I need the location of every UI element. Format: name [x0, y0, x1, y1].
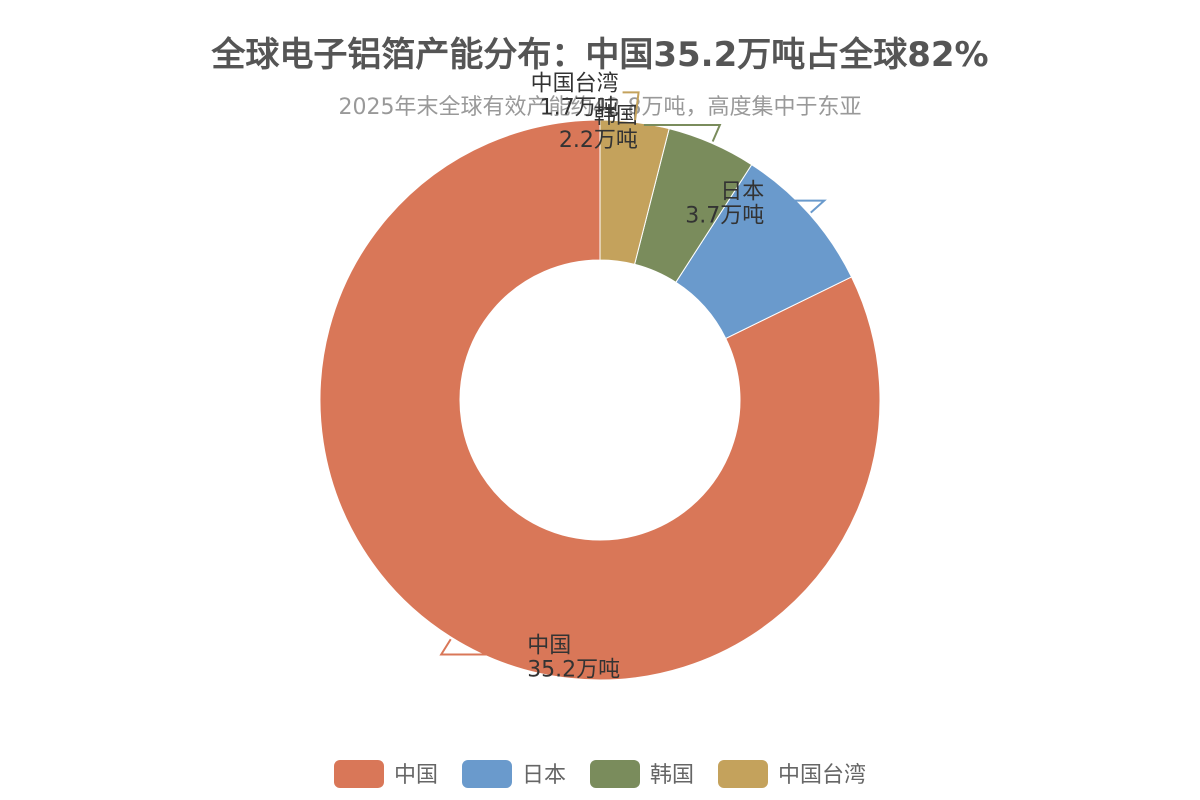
- legend-item-1[interactable]: 中国: [334, 760, 438, 788]
- legend-item-2[interactable]: 日本: [462, 760, 566, 788]
- legend-swatch-3: [590, 760, 640, 788]
- slice-label-name-1: 中国: [527, 634, 571, 659]
- legend-label-4: 中国台湾: [778, 763, 866, 788]
- legend-label-2: 日本: [522, 763, 566, 788]
- leader-line-1: [439, 638, 522, 656]
- legend-item-3[interactable]: 韩国: [590, 760, 694, 788]
- slice-label-value-4: 1.7万吨: [540, 95, 619, 120]
- legend-swatch-1: [334, 760, 384, 788]
- leader-line-4: [622, 91, 640, 121]
- leader-line-2: [770, 199, 827, 214]
- slice-1: [319, 119, 881, 681]
- legend-swatch-4: [718, 760, 768, 788]
- slice-label-name-3: 韩国: [594, 104, 638, 129]
- slice-label-name-4: 中国台湾: [531, 71, 619, 96]
- slice-label-value-2: 3.7万吨: [685, 204, 764, 229]
- slice-label-value-1: 35.2万吨: [527, 658, 620, 683]
- legend-label-1: 中国: [394, 763, 438, 788]
- leader-line-3: [643, 123, 722, 142]
- chart-title: 全球电子铝箔产能分布：中国35.2万吨占全球82%: [210, 35, 988, 75]
- legend-item-4[interactable]: 中国台湾: [718, 760, 866, 788]
- legend-label-3: 韩国: [650, 763, 694, 788]
- chart-subtitle: 2025年末全球有效产能约42.8万吨，高度集中于东亚: [339, 95, 862, 120]
- slice-label-value-3: 2.2万吨: [559, 128, 638, 153]
- legend: 中国 日本 韩国 中国台湾: [334, 760, 866, 788]
- pie-slices: [319, 119, 881, 681]
- slice-label-name-2: 日本: [720, 180, 764, 205]
- legend-swatch-2: [462, 760, 512, 788]
